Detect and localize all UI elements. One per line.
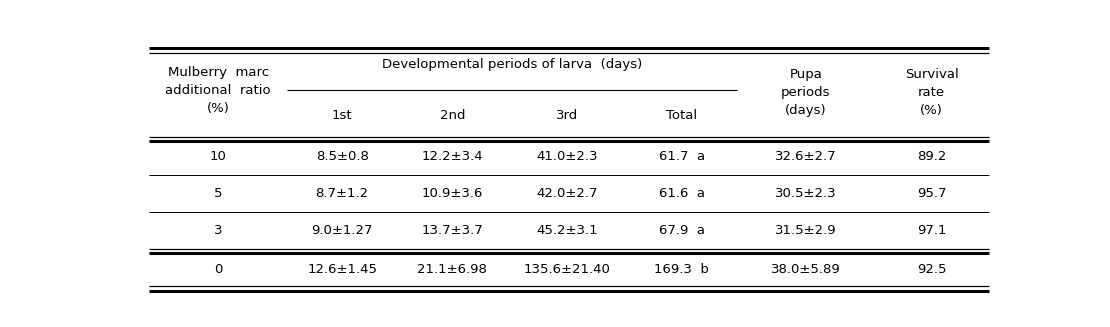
Text: 38.0±5.89: 38.0±5.89 <box>771 263 840 276</box>
Text: Pupa
periods
(days): Pupa periods (days) <box>781 68 830 117</box>
Text: 13.7±3.7: 13.7±3.7 <box>422 224 483 237</box>
Text: 21.1±6.98: 21.1±6.98 <box>417 263 487 276</box>
Text: 1st: 1st <box>332 109 353 122</box>
Text: 41.0±2.3: 41.0±2.3 <box>536 149 598 163</box>
Text: 42.0±2.7: 42.0±2.7 <box>536 187 598 200</box>
Text: 3: 3 <box>214 224 222 237</box>
Text: 9.0±1.27: 9.0±1.27 <box>312 224 373 237</box>
Text: Mulberry  marc
additional  ratio
(%): Mulberry marc additional ratio (%) <box>165 66 271 115</box>
Text: 92.5: 92.5 <box>917 263 947 276</box>
Text: 8.7±1.2: 8.7±1.2 <box>315 187 369 200</box>
Text: 61.6  a: 61.6 a <box>658 187 705 200</box>
Text: 67.9  a: 67.9 a <box>658 224 705 237</box>
Text: 169.3  b: 169.3 b <box>654 263 709 276</box>
Text: 10.9±3.6: 10.9±3.6 <box>422 187 483 200</box>
Text: Survival
rate
(%): Survival rate (%) <box>905 68 959 117</box>
Text: 45.2±3.1: 45.2±3.1 <box>536 224 598 237</box>
Text: 32.6±2.7: 32.6±2.7 <box>775 149 837 163</box>
Text: 61.7  a: 61.7 a <box>658 149 705 163</box>
Text: 97.1: 97.1 <box>917 224 947 237</box>
Text: 30.5±2.3: 30.5±2.3 <box>775 187 837 200</box>
Text: 10: 10 <box>210 149 226 163</box>
Text: 12.2±3.4: 12.2±3.4 <box>422 149 483 163</box>
Text: 89.2: 89.2 <box>917 149 947 163</box>
Text: 8.5±0.8: 8.5±0.8 <box>315 149 369 163</box>
Text: 5: 5 <box>214 187 222 200</box>
Text: 3rd: 3rd <box>556 109 578 122</box>
Text: 31.5±2.9: 31.5±2.9 <box>775 224 837 237</box>
Text: Total: Total <box>666 109 697 122</box>
Text: 135.6±21.40: 135.6±21.40 <box>524 263 610 276</box>
Text: Developmental periods of larva  (days): Developmental periods of larva (days) <box>382 58 642 71</box>
Text: 2nd: 2nd <box>440 109 465 122</box>
Text: 95.7: 95.7 <box>917 187 947 200</box>
Text: 12.6±1.45: 12.6±1.45 <box>307 263 377 276</box>
Text: 0: 0 <box>214 263 222 276</box>
